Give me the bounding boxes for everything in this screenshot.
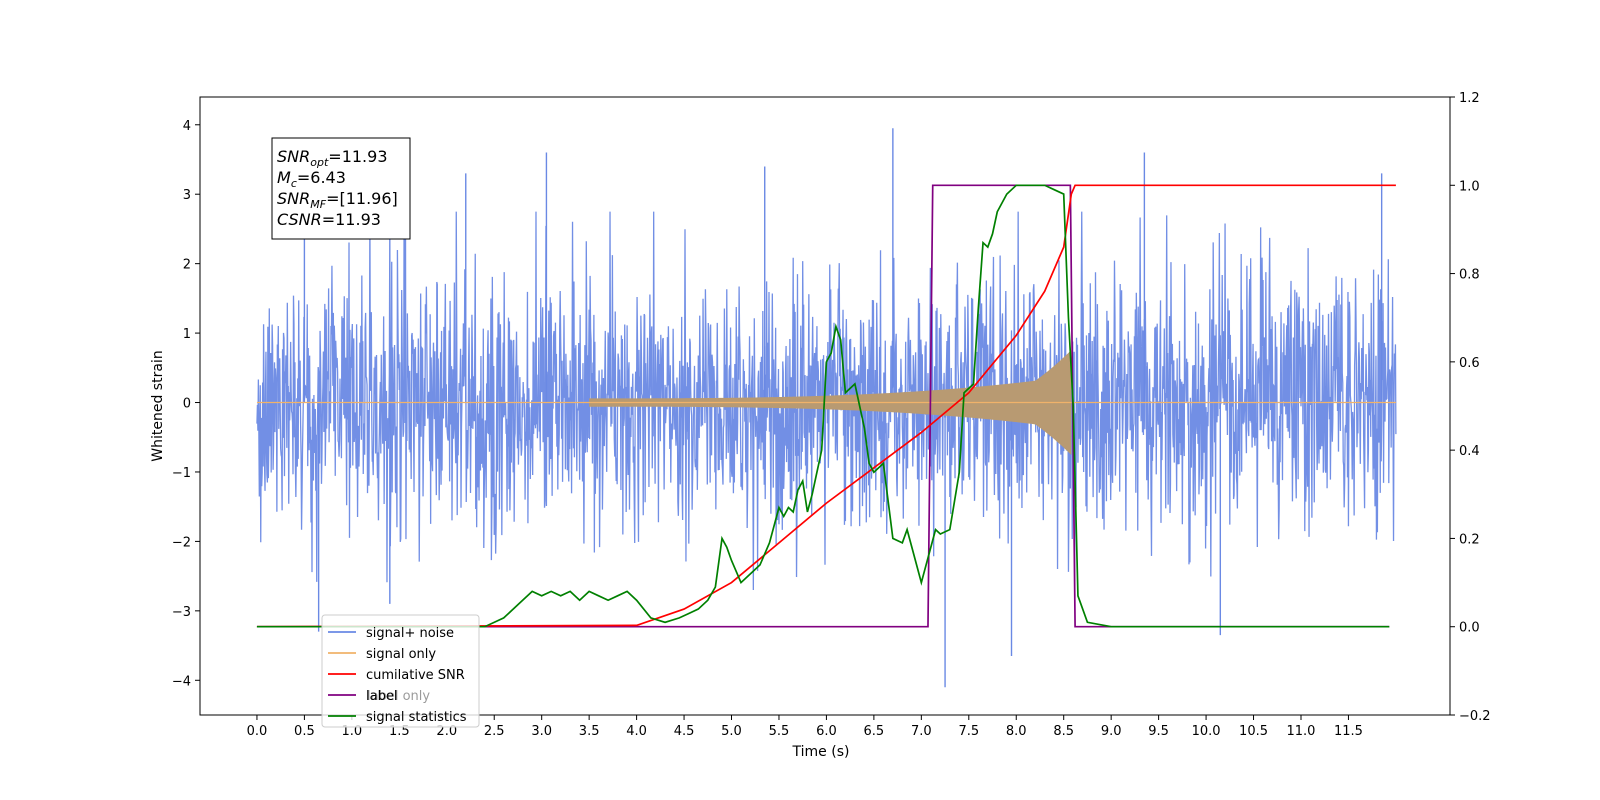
- x-tick-label: 9.5: [1148, 724, 1169, 739]
- legend-frame: [321, 614, 480, 728]
- legend-entry: cumilative SNR: [366, 668, 465, 683]
- info-symbol: SNR: [277, 189, 310, 208]
- x-tick-label: 2.5: [484, 724, 505, 739]
- legend-entry-ghost: label only: [367, 689, 430, 704]
- info-subscript: c: [291, 177, 297, 190]
- y-tick-label: −3: [172, 605, 191, 620]
- y-axis-right: 1.2 1.0 0.8 0.6 0.4 0.2 0.0 −0.2: [1450, 91, 1491, 724]
- y2-tick-label: 0.4: [1459, 444, 1480, 459]
- x-tick-label: 7.0: [911, 724, 932, 739]
- x-tick-label: 6.5: [864, 724, 885, 739]
- x-tick-label: 5.0: [721, 724, 742, 739]
- x-axis-label: Time (s): [792, 744, 850, 760]
- legend-entry: signal only: [366, 647, 436, 662]
- info-value: =6.43: [297, 168, 346, 187]
- y2-tick-label: 0.8: [1459, 268, 1480, 283]
- y-tick-label: 4: [183, 119, 191, 134]
- y-axis-left: 4 3 2 1 0 −1 −2 −3 −4: [172, 119, 200, 689]
- cumilative-snr-line: [256, 184, 1396, 628]
- signal-noise-series: [256, 128, 1397, 688]
- info-subscript: MF: [310, 198, 326, 211]
- signal-only-series: [256, 350, 1396, 455]
- x-tick-label: 4.0: [626, 724, 647, 739]
- x-axis: 0.0 0.5 1.0 1.5 2.0 2.5 3.0 3.5 4.0 4.5 5.0 5.5 6.0 6…: [247, 715, 1363, 739]
- legend-entry: signal statistics: [366, 710, 467, 725]
- x-tick-label: 11.0: [1287, 724, 1316, 739]
- info-symbol: M: [277, 168, 291, 187]
- x-tick-label: 8.0: [1006, 724, 1027, 739]
- legend-entry: signal+ noise: [366, 626, 454, 641]
- y-axis-label: Whitened strain: [150, 350, 166, 461]
- x-tick-label: 8.5: [1053, 724, 1074, 739]
- x-tick-label: 7.5: [958, 724, 979, 739]
- x-tick-label: 0.5: [294, 724, 315, 739]
- y-tick-label: 1: [183, 327, 191, 342]
- x-tick-label: 11.5: [1334, 724, 1363, 739]
- y-tick-label: 2: [183, 258, 191, 273]
- y-tick-label: −2: [172, 535, 191, 550]
- x-tick-label: 9.0: [1101, 724, 1122, 739]
- x-tick-label: 0.0: [247, 724, 268, 739]
- x-tick-label: 3.5: [579, 724, 600, 739]
- info-box-frame: [271, 137, 411, 240]
- info-value: =[11.96]: [326, 189, 398, 208]
- x-tick-label: 10.5: [1239, 724, 1268, 739]
- info-line: Mc=6.43: [277, 168, 346, 190]
- y2-tick-label: 0.0: [1459, 621, 1480, 636]
- y-tick-label: 3: [183, 188, 191, 203]
- info-symbol: CSNR: [277, 210, 322, 229]
- y-tick-label: −1: [172, 466, 191, 481]
- info-symbol: SNR: [277, 147, 310, 166]
- y2-tick-label: 1.2: [1459, 91, 1480, 106]
- info-line: SNRMF=[11.96]: [277, 189, 398, 211]
- y2-tick-label: −0.2: [1459, 709, 1491, 724]
- x-tick-label: 10.0: [1192, 724, 1221, 739]
- y-tick-label: 0: [183, 397, 191, 412]
- info-line: SNRopt=11.93: [277, 147, 388, 169]
- x-tick-label: 6.0: [816, 724, 837, 739]
- legend-entry: label: [366, 689, 397, 704]
- y2-tick-label: 0.6: [1459, 356, 1480, 371]
- right-axis-series: [256, 184, 1396, 628]
- x-tick-label: 5.5: [769, 724, 790, 739]
- x-tick-label: 2.0: [436, 724, 457, 739]
- info-value: =11.93: [328, 147, 387, 166]
- x-tick-label: 1.5: [389, 724, 410, 739]
- legend: signal+ noise signal only cumilative SNR la…: [321, 614, 480, 728]
- info-subscript: opt: [310, 156, 329, 169]
- x-tick-label: 1.0: [342, 724, 363, 739]
- signal-statistics-line: [256, 184, 1390, 628]
- x-tick-label: 3.0: [531, 724, 552, 739]
- x-tick-label: 4.5: [674, 724, 695, 739]
- info-value: =11.93: [322, 210, 381, 229]
- y2-tick-label: 0.2: [1459, 532, 1480, 547]
- info-line: CSNR=11.93: [277, 210, 381, 229]
- info-box: SNRopt=11.93Mc=6.43SNRMF=[11.96]CSNR=11.…: [271, 137, 411, 240]
- y-tick-label: −4: [172, 674, 191, 689]
- plot-frame: [199, 96, 1451, 716]
- y2-tick-label: 1.0: [1459, 179, 1480, 194]
